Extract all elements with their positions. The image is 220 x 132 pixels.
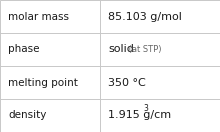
Text: (at STP): (at STP) xyxy=(126,45,161,54)
Text: 3: 3 xyxy=(143,104,148,113)
Text: 350 °C: 350 °C xyxy=(108,77,146,88)
Text: 1.915 g/cm: 1.915 g/cm xyxy=(108,110,172,121)
Text: molar mass: molar mass xyxy=(8,11,69,22)
Text: density: density xyxy=(8,110,46,121)
Text: 85.103 g/mol: 85.103 g/mol xyxy=(108,11,182,22)
Text: phase: phase xyxy=(8,44,40,55)
Text: solid: solid xyxy=(108,44,134,55)
Text: melting point: melting point xyxy=(8,77,78,88)
